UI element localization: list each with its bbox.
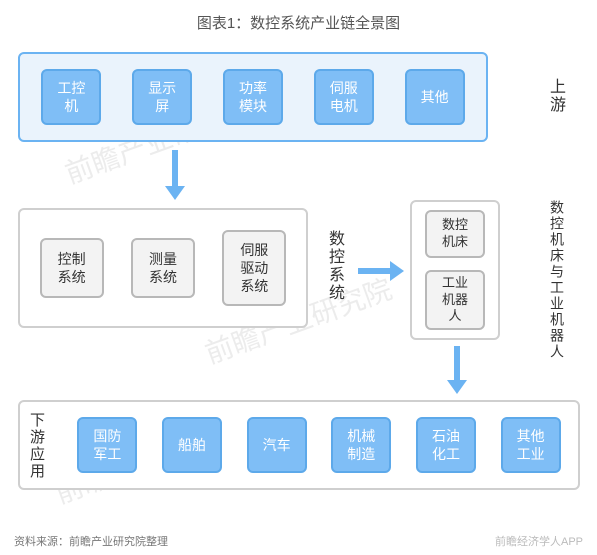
cnc-system-panel: 控制 系统 测量 系统 伺服 驱动 系统 [18,208,308,328]
cnc-node: 测量 系统 [131,238,195,298]
upstream-node: 功率 模块 [223,69,283,125]
upstream-panel: 工控 机 显示 屏 功率 模块 伺服 电机 其他 [18,52,488,142]
downstream-node: 船舶 [162,417,222,473]
footer-app: 前瞻经济学人APP [495,533,583,549]
upstream-label: 上游 [543,78,567,114]
downstream-node: 石油 化工 [416,417,476,473]
upstream-node: 其他 [405,69,465,125]
arrow-down-icon [160,150,190,200]
upstream-node: 显示 屏 [132,69,192,125]
downstream-node: 汽车 [247,417,307,473]
downstream-node: 国防 军工 [77,417,137,473]
machine-panel: 数控 机床 工业 机器 人 [410,200,500,340]
footer-source: 资料来源：前瞻产业研究院整理 [14,533,168,549]
downstream-node: 机械 制造 [331,417,391,473]
downstream-label: 下游应用 [26,412,47,480]
machine-node: 数控 机床 [425,210,485,258]
cnc-system-label: 数控系统 [322,230,346,302]
cnc-node: 控制 系统 [40,238,104,298]
cnc-node: 伺服 驱动 系统 [222,230,286,306]
upstream-node: 伺服 电机 [314,69,374,125]
downstream-panel: 国防 军工 船舶 汽车 机械 制造 石油 化工 其他 工业 [18,400,580,490]
machine-node: 工业 机器 人 [425,270,485,330]
arrow-right-icon [358,258,404,284]
downstream-node: 其他 工业 [501,417,561,473]
arrow-down-icon [442,346,472,394]
upstream-node: 工控 机 [41,69,101,125]
machine-label: 数控机床与工业机器人 [547,200,567,360]
chart-title: 图表1：数控系统产业链全景图 [0,0,597,51]
